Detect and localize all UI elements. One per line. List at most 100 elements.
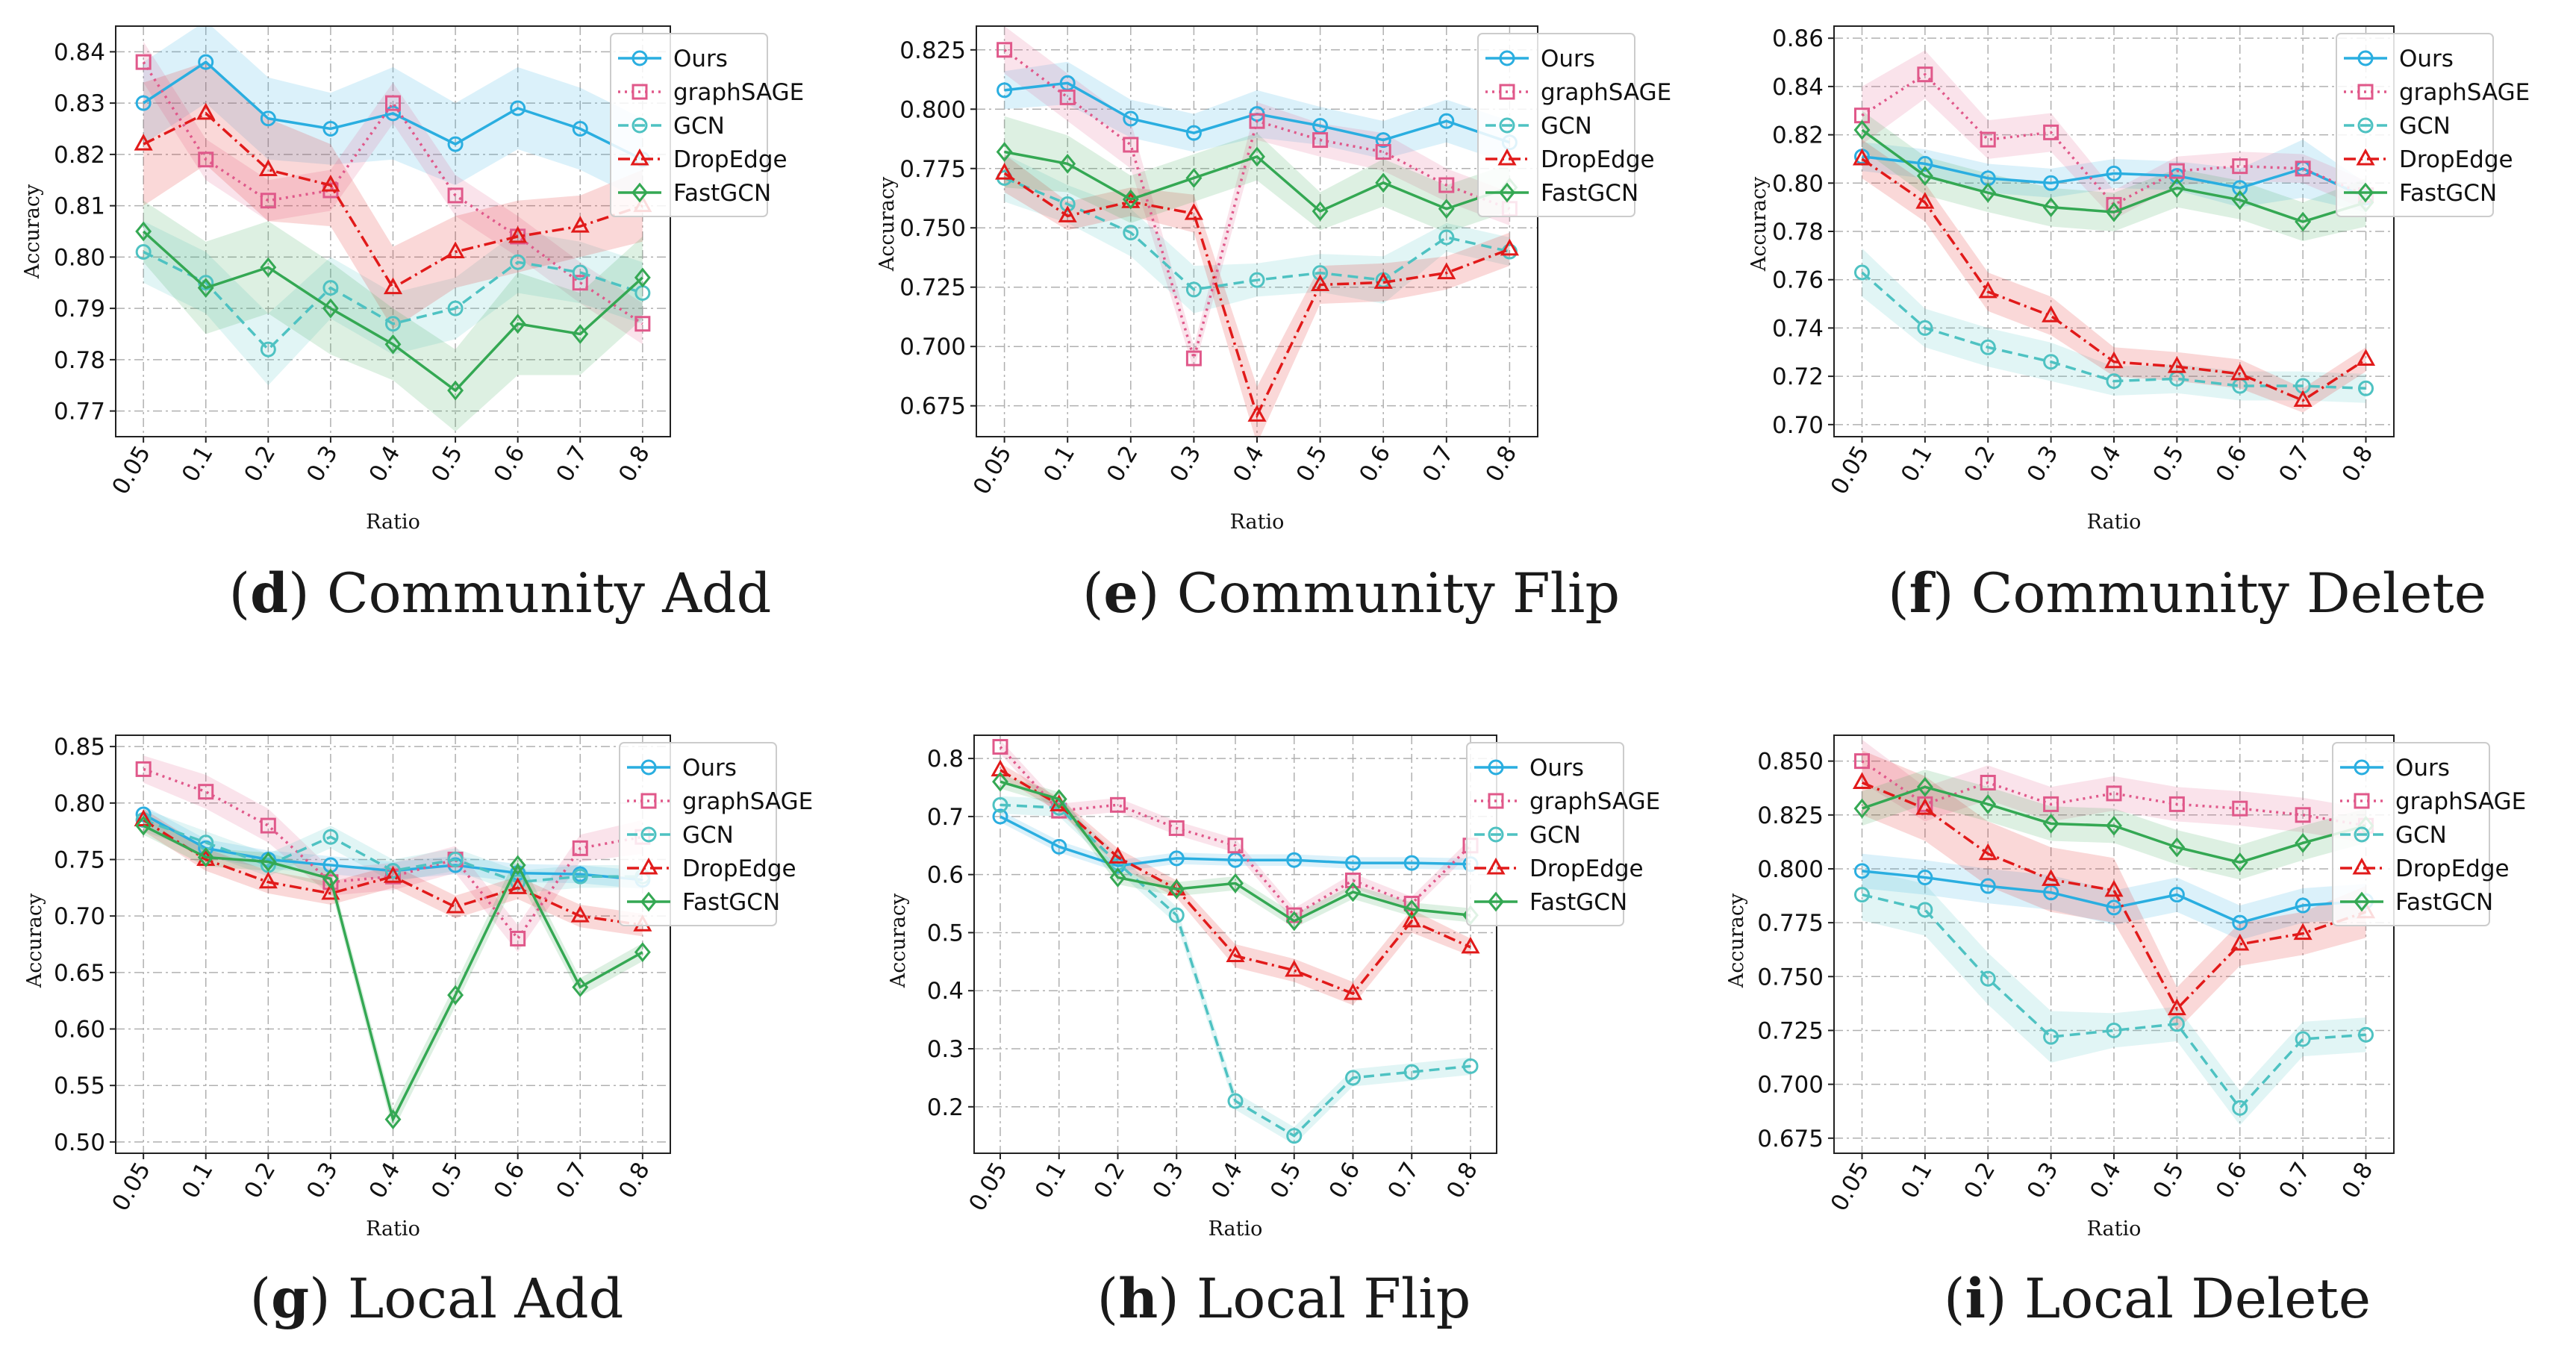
legend-box — [1477, 33, 1635, 217]
point-gcn — [1980, 339, 1996, 355]
legend-box — [1466, 742, 1624, 926]
point-drop — [2167, 998, 2186, 1016]
x-tick-label: 0.4 — [2085, 1158, 2127, 1203]
x-tick-label: 0.05 — [968, 441, 1017, 499]
x-axis-label: Ratio — [366, 511, 420, 534]
point-ours — [135, 95, 152, 111]
point-ours — [2232, 914, 2248, 931]
legend-marker-drop — [2352, 857, 2371, 875]
x-tick-label: 0.05 — [107, 1158, 156, 1216]
point-ours — [1375, 132, 1391, 149]
legend-label-gcn: GCN — [673, 113, 725, 140]
caption-text: Community Add — [327, 562, 772, 626]
legend-label-sage: graphSAGE — [1541, 79, 1671, 106]
y-tick-label: 0.70 — [54, 903, 105, 930]
point-fast — [1168, 879, 1185, 899]
band-drop — [1862, 750, 2366, 1031]
y-axis-label: Accuracy — [876, 176, 899, 272]
point-ours — [510, 100, 526, 116]
point-ours — [2106, 165, 2122, 181]
y-tick-label: 0.6 — [927, 862, 964, 889]
y-tick-label: 0.5 — [927, 920, 964, 946]
legend-label-ours: Ours — [1529, 755, 1584, 782]
y-tick-label: 0.7 — [927, 804, 964, 831]
point-ours — [1917, 870, 1933, 886]
series-line-fast — [142, 230, 644, 393]
y-tick-label: 0.79 — [54, 296, 105, 322]
y-tick-label: 0.83 — [54, 90, 105, 117]
legend-marker-fast — [2354, 891, 2370, 912]
band-fast — [143, 816, 643, 1131]
point-drop — [508, 225, 528, 243]
point-sage — [1168, 820, 1185, 836]
x-tick-label: 0.6 — [1354, 441, 1396, 487]
x-tick-label: 0.1 — [177, 441, 219, 487]
point-gcn — [510, 254, 526, 270]
caption: (f) Community Delete — [1888, 561, 2486, 626]
x-tick-label: 0.6 — [489, 441, 531, 487]
point-sage — [2106, 785, 2122, 802]
series-line-drop — [999, 769, 1471, 996]
chart-panel-g: 0.50 0.55 0.60 0.65 0.70 0.75 0.80 0.85 0.05 0.1 0… — [23, 734, 813, 1331]
point-ours — [2168, 887, 2185, 903]
legend-box — [2336, 33, 2494, 217]
legend: Ours graphSAGE GCN DropEdge FastGCN — [619, 742, 813, 926]
point-gcn — [1462, 1058, 1479, 1074]
point-gcn — [992, 796, 1008, 813]
point-gcn — [322, 829, 339, 845]
plot-area — [134, 755, 652, 1131]
point-fast — [1185, 168, 1203, 188]
y-tick-label: 0.85 — [54, 734, 105, 761]
series-line-drop — [143, 111, 643, 290]
point-sage — [510, 930, 526, 946]
point-drop — [1058, 205, 1077, 222]
point-gcn — [1917, 902, 1933, 918]
point-drop — [258, 871, 278, 889]
point-gcn — [1438, 229, 1455, 246]
legend-marker-ours — [2357, 50, 2374, 66]
y-tick-label: 0.725 — [1757, 1017, 1824, 1044]
point-sage — [1110, 796, 1126, 813]
point-gcn — [1059, 196, 1076, 212]
point-drop — [1437, 262, 1456, 280]
point-drop — [2230, 363, 2250, 381]
x-tick-label: 0.5 — [1265, 1158, 1307, 1203]
caption-text: Community Flip — [1177, 562, 1620, 626]
y-tick-label: 0.65 — [54, 960, 105, 987]
legend-label-fast: FastGCN — [2399, 180, 2497, 207]
point-gcn — [1185, 281, 1202, 298]
point-sage — [2168, 796, 2185, 812]
x-axis-label: Ratio — [2087, 511, 2142, 534]
x-tick-label: 0.7 — [1418, 441, 1459, 487]
band-drop — [1004, 154, 1510, 437]
y-tick-label: 0.70 — [1772, 412, 1824, 439]
y-tick-label: 0.675 — [1757, 1126, 1824, 1153]
point-sage — [447, 187, 464, 204]
point-fast — [1916, 166, 1933, 186]
x-tick-label: 0.8 — [1480, 441, 1522, 487]
point-fast — [2042, 197, 2059, 218]
x-tick-label: 0.4 — [1206, 1158, 1248, 1203]
band-drop — [143, 808, 643, 937]
legend-marker-gcn — [1488, 826, 1504, 843]
point-gcn — [572, 264, 588, 281]
point-drop — [991, 759, 1010, 777]
legend-marker-fast — [640, 891, 657, 912]
y-tick-label: 0.700 — [1757, 1072, 1824, 1099]
point-fast — [1344, 882, 1362, 902]
point-sage — [1312, 132, 1329, 149]
point-ours — [2232, 180, 2248, 196]
point-gcn — [385, 863, 401, 879]
point-sage — [1185, 350, 1202, 367]
x-tick-label: 0.7 — [2274, 1158, 2315, 1203]
band-sage — [1000, 740, 1471, 923]
grid — [1834, 26, 2394, 437]
point-drop — [196, 102, 216, 120]
point-sage — [1375, 143, 1391, 160]
point-sage — [2043, 124, 2059, 140]
caption-letter: e — [1103, 561, 1138, 626]
point-ours — [572, 121, 588, 137]
caption-letter: f — [1909, 561, 1936, 626]
plot-area — [995, 26, 1519, 437]
x-tick-label: 0.1 — [177, 1158, 219, 1203]
